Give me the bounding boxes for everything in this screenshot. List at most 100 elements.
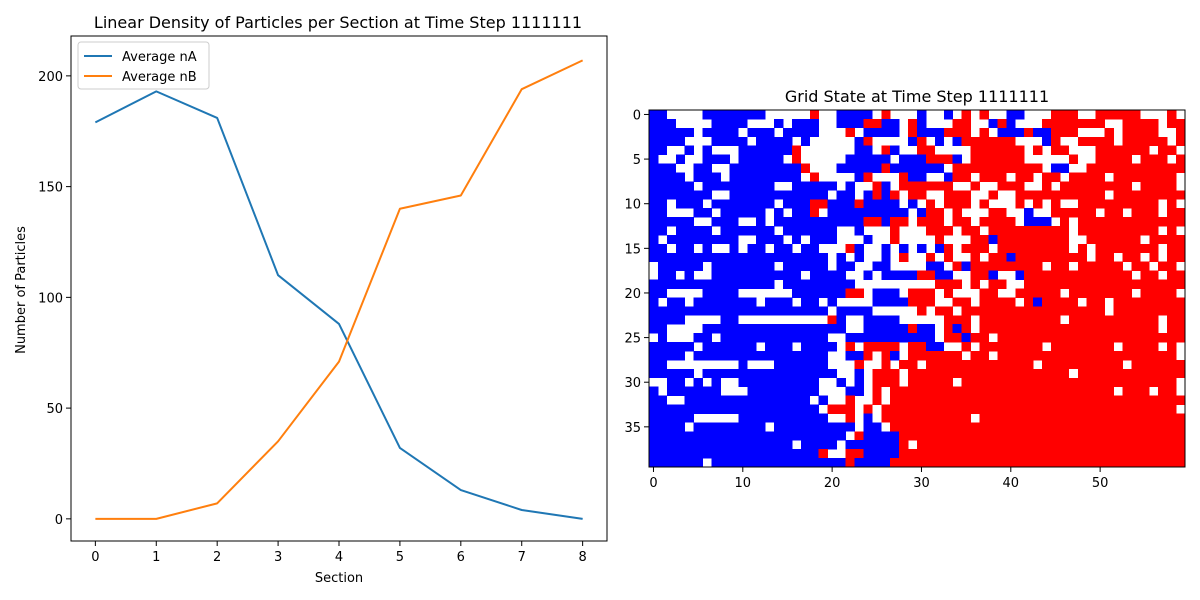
- cell-particle-a: [657, 181, 668, 191]
- cell-particle-a: [800, 395, 811, 405]
- cell-particle-b: [1033, 315, 1043, 325]
- cell-particle-b: [1131, 458, 1141, 468]
- cell-particle-a: [818, 359, 829, 370]
- cell-particle-b: [1095, 234, 1105, 245]
- cell-particle-a: [881, 118, 891, 129]
- cell-particle-b: [943, 333, 954, 343]
- cell-particle-b: [1068, 449, 1079, 459]
- cell-particle-a: [684, 145, 695, 155]
- cell-particle-b: [1024, 163, 1034, 173]
- cell-particle-a: [845, 386, 855, 396]
- cell-particle-a: [675, 226, 686, 236]
- cell-particle-b: [988, 288, 998, 298]
- cell-particle-b: [1033, 422, 1043, 432]
- cell-particle-a: [765, 270, 775, 280]
- cell-particle-a: [827, 440, 837, 450]
- cell-particle-b: [1122, 190, 1132, 200]
- cell-particle-a: [854, 386, 864, 396]
- cell-particle-a: [791, 190, 802, 200]
- cell-particle-b: [1113, 422, 1123, 432]
- cell-particle-b: [1122, 404, 1132, 414]
- cell-particle-b: [961, 226, 971, 236]
- cell-particle-a: [711, 217, 721, 227]
- cell-particle-b: [1051, 350, 1061, 361]
- cell-particle-a: [791, 413, 802, 423]
- cell-particle-b: [934, 154, 945, 164]
- cell-particle-b: [1015, 377, 1025, 388]
- cell-particle-b: [1015, 234, 1025, 245]
- cell-particle-b: [934, 377, 945, 388]
- cell-particle-b: [872, 190, 882, 200]
- cell-particle-a: [747, 145, 757, 155]
- cell-particle-a: [729, 252, 739, 263]
- line-series-layer: [94, 59, 584, 520]
- cell-particle-b: [1176, 163, 1186, 173]
- cell-particle-b: [943, 279, 954, 289]
- cell-particle-b: [952, 440, 963, 450]
- cell-particle-a: [675, 136, 686, 147]
- cell-particle-b: [1140, 324, 1150, 334]
- cell-particle-b: [1042, 386, 1052, 396]
- cell-particle-b: [1068, 404, 1079, 414]
- cell-particle-b: [1140, 422, 1150, 432]
- cell-particle-b: [1015, 199, 1025, 209]
- cell-particle-a: [675, 350, 686, 361]
- cell-particle-b: [917, 368, 927, 379]
- cell-particle-b: [1006, 324, 1016, 334]
- cell-particle-a: [863, 110, 873, 120]
- cell-particle-b: [925, 458, 936, 468]
- cell-particle-a: [649, 350, 659, 361]
- grid-x-tick-label: 40: [1003, 476, 1020, 491]
- cell-particle-b: [979, 377, 989, 388]
- cell-particle-b: [1176, 368, 1186, 379]
- cell-particle-a: [890, 350, 900, 361]
- x-tick-label: 1: [152, 550, 160, 565]
- cell-particle-b: [863, 342, 873, 352]
- cell-particle-b: [1122, 217, 1132, 227]
- cell-particle-a: [738, 350, 748, 361]
- cell-particle-b: [1006, 449, 1016, 459]
- cell-particle-b: [1140, 136, 1150, 147]
- cell-particle-b: [1149, 342, 1159, 352]
- cell-particle-a: [756, 217, 766, 227]
- cell-particle-b: [1113, 395, 1123, 405]
- cell-particle-b: [1095, 458, 1105, 468]
- cell-particle-b: [1095, 368, 1105, 379]
- cell-particle-a: [747, 404, 757, 414]
- cell-particle-a: [729, 163, 739, 173]
- cell-particle-b: [1059, 118, 1070, 129]
- cell-particle-b: [1122, 288, 1132, 298]
- cell-particle-a: [756, 395, 766, 405]
- cell-particle-b: [1167, 377, 1177, 388]
- cell-particle-b: [1077, 449, 1088, 459]
- cell-particle-b: [979, 288, 989, 298]
- cell-particle-b: [1131, 377, 1141, 388]
- cell-particle-b: [1122, 234, 1132, 245]
- cell-particle-b: [1086, 199, 1097, 209]
- cell-particle-b: [943, 413, 954, 423]
- cell-particle-b: [1140, 208, 1150, 218]
- cell-particle-b: [1059, 110, 1070, 120]
- cell-particle-b: [1006, 422, 1016, 432]
- cell-particle-b: [934, 208, 945, 218]
- cell-particle-a: [702, 172, 712, 182]
- cell-particle-b: [1042, 324, 1052, 334]
- cell-particle-b: [988, 172, 998, 182]
- cell-particle-b: [1086, 208, 1097, 218]
- cell-particle-b: [1077, 136, 1088, 147]
- cell-particle-b: [890, 404, 900, 414]
- cell-particle-b: [1167, 110, 1177, 120]
- cell-particle-a: [818, 324, 829, 334]
- cell-particle-b: [1077, 217, 1088, 227]
- cell-particle-a: [693, 252, 703, 263]
- cell-particle-b: [1167, 306, 1177, 316]
- cell-particle-b: [1006, 306, 1016, 316]
- cell-particle-b: [1140, 181, 1150, 191]
- cell-particle-a: [693, 199, 703, 209]
- cell-particle-b: [1068, 342, 1079, 352]
- cell-particle-b: [961, 342, 971, 352]
- cell-particle-a: [863, 163, 873, 173]
- cell-particle-b: [1033, 458, 1043, 468]
- cell-particle-b: [1122, 377, 1132, 388]
- cell-particle-b: [1104, 181, 1114, 191]
